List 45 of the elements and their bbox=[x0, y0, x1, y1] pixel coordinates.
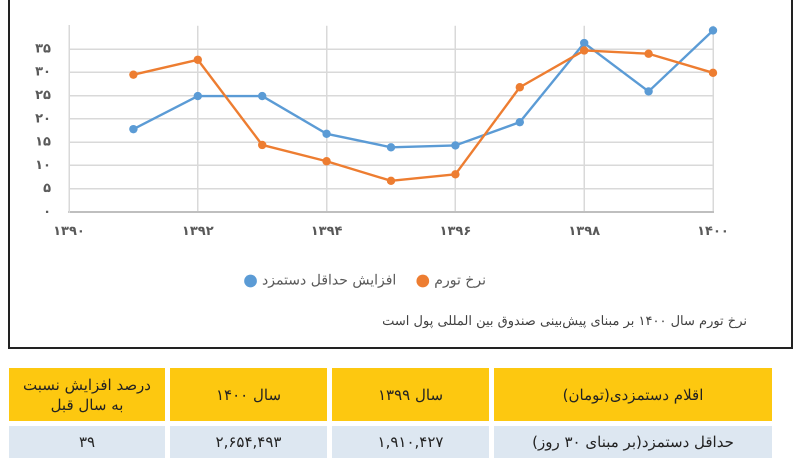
x-tick-label: ۱۳۹۶ bbox=[440, 224, 472, 240]
text: ۱,۹۱۰,۴۲۷ bbox=[378, 432, 444, 452]
y-tick-label: ۲۰ bbox=[35, 111, 51, 126]
x-tick-label: ۱۳۹۰ bbox=[53, 224, 85, 240]
point bbox=[451, 170, 460, 178]
x-tick-label: ۱۴۰۰ bbox=[697, 224, 729, 240]
point bbox=[129, 124, 138, 134]
point bbox=[708, 68, 718, 78]
legend-label: نرخ تورم bbox=[434, 272, 486, 289]
x-tick-label: ۱۳۹۲ bbox=[182, 224, 214, 240]
point bbox=[386, 176, 396, 186]
point bbox=[386, 143, 396, 152]
y-tick-label: ۱۰ bbox=[35, 158, 51, 173]
text: سال ۱۳۹۹ bbox=[378, 384, 444, 404]
text: ۲,۶۵۴,۴۹۳ bbox=[216, 432, 282, 452]
point bbox=[644, 50, 653, 58]
y-tick-label: ۳۵ bbox=[35, 41, 52, 56]
point bbox=[322, 157, 331, 166]
y-tick-label: ۵ bbox=[43, 181, 52, 196]
point bbox=[580, 46, 588, 55]
y-tick-label: ۱۵ bbox=[35, 134, 52, 150]
point bbox=[322, 130, 331, 138]
point bbox=[194, 92, 202, 100]
legend-label: افزایش حداقل دستمزد bbox=[262, 272, 396, 289]
point bbox=[580, 38, 588, 48]
x-tick-label: ۱۳۹۸ bbox=[568, 224, 600, 240]
text: نرخ تورم سال ۱۴۰۰ بر مبنای پیش‌بینی صندوق بین المللی پول است bbox=[382, 314, 747, 329]
text: سال ۱۴۰۰ bbox=[216, 384, 282, 404]
y-tick-label: ۳۰ bbox=[35, 64, 51, 80]
point bbox=[258, 140, 266, 150]
point bbox=[644, 87, 653, 96]
point bbox=[516, 83, 524, 92]
point bbox=[194, 56, 202, 64]
point bbox=[451, 141, 460, 150]
text: اقلام دستمزدی(تومان) bbox=[562, 384, 704, 404]
point bbox=[258, 92, 266, 100]
point bbox=[129, 70, 138, 79]
y-tick-label: ۲۵ bbox=[35, 88, 52, 103]
point bbox=[708, 26, 718, 35]
point bbox=[516, 118, 524, 126]
text: ۳۹ bbox=[78, 432, 96, 452]
text: حداقل دستمزد(بر مبنای ۳۰ روز) bbox=[532, 432, 734, 452]
y-tick-label: ۰ bbox=[43, 204, 51, 220]
x-tick-label: ۱۳۹۴ bbox=[310, 224, 343, 240]
text: درصد افزایش نسبت به سال قبل bbox=[22, 374, 152, 414]
